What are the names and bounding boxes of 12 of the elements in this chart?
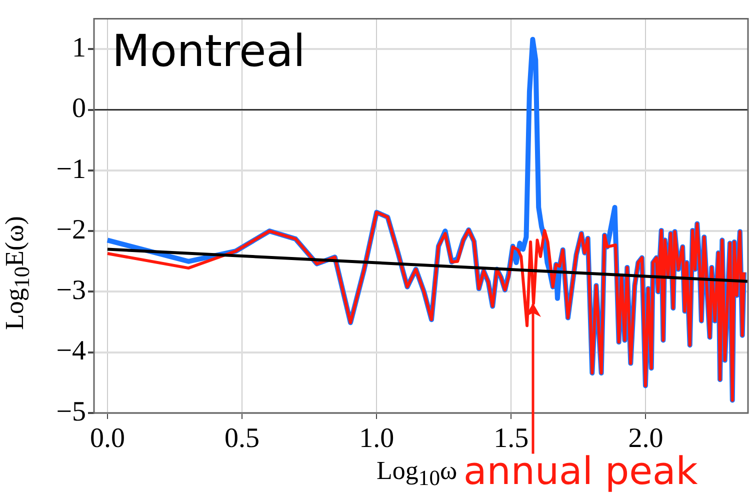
y-tick-label: −5 bbox=[56, 396, 86, 428]
x-tick-label: 0.5 bbox=[224, 423, 260, 454]
chart-title: Montreal bbox=[112, 26, 306, 78]
y-tick-label: −3 bbox=[56, 275, 86, 306]
y-tick-label: −4 bbox=[56, 336, 86, 367]
y-tick-label: −2 bbox=[56, 214, 86, 246]
y-tick-label: 0 bbox=[72, 93, 86, 124]
x-tick-label: 1.0 bbox=[359, 423, 394, 454]
x-tick-label: 0.0 bbox=[90, 423, 125, 454]
x-axis-title: Log$_{10}$ω bbox=[376, 456, 458, 490]
y-tick-label: 1 bbox=[72, 32, 86, 64]
y-tick-label: −1 bbox=[56, 154, 86, 185]
